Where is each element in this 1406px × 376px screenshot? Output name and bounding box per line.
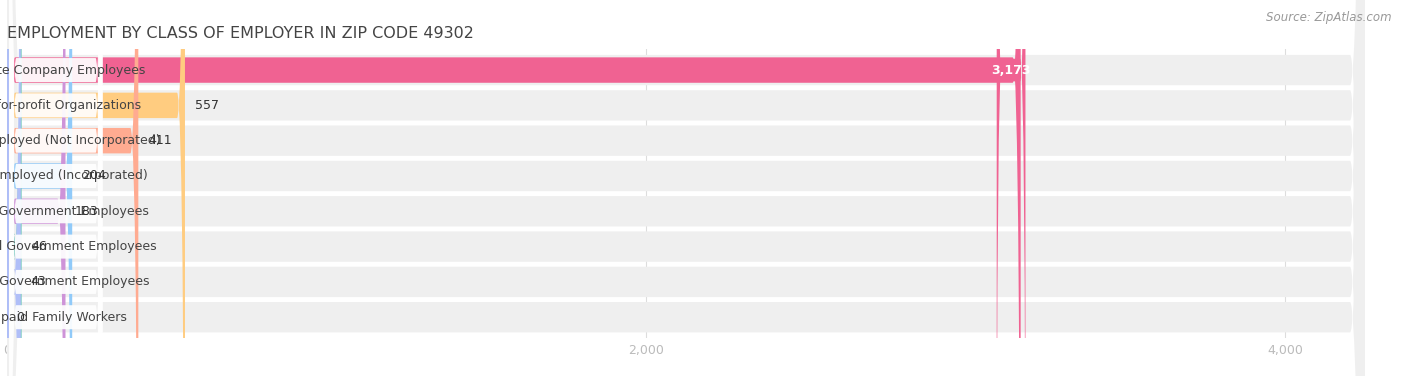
- Text: State Government Employees: State Government Employees: [0, 275, 149, 288]
- FancyBboxPatch shape: [7, 0, 1021, 376]
- Text: Unpaid Family Workers: Unpaid Family Workers: [0, 311, 128, 324]
- FancyBboxPatch shape: [10, 0, 103, 376]
- FancyBboxPatch shape: [7, 0, 1364, 376]
- FancyBboxPatch shape: [10, 0, 103, 376]
- Text: 43: 43: [31, 275, 46, 288]
- FancyBboxPatch shape: [997, 0, 1025, 376]
- FancyBboxPatch shape: [10, 0, 103, 376]
- Text: Source: ZipAtlas.com: Source: ZipAtlas.com: [1267, 11, 1392, 24]
- FancyBboxPatch shape: [7, 0, 72, 376]
- Text: 46: 46: [31, 240, 46, 253]
- Text: Self-Employed (Incorporated): Self-Employed (Incorporated): [0, 170, 148, 182]
- Text: 557: 557: [194, 99, 218, 112]
- FancyBboxPatch shape: [7, 0, 1364, 376]
- FancyBboxPatch shape: [7, 0, 138, 376]
- Text: 183: 183: [75, 205, 98, 218]
- Text: 3,173: 3,173: [991, 64, 1031, 77]
- FancyBboxPatch shape: [7, 0, 1364, 376]
- Text: EMPLOYMENT BY CLASS OF EMPLOYER IN ZIP CODE 49302: EMPLOYMENT BY CLASS OF EMPLOYER IN ZIP C…: [7, 26, 474, 41]
- Text: Local Government Employees: Local Government Employees: [0, 205, 149, 218]
- FancyBboxPatch shape: [10, 0, 103, 376]
- FancyBboxPatch shape: [7, 0, 186, 376]
- FancyBboxPatch shape: [7, 0, 1364, 376]
- FancyBboxPatch shape: [10, 0, 103, 376]
- FancyBboxPatch shape: [7, 0, 1364, 376]
- FancyBboxPatch shape: [7, 0, 21, 376]
- FancyBboxPatch shape: [7, 0, 1364, 376]
- Text: 204: 204: [82, 170, 105, 182]
- FancyBboxPatch shape: [10, 0, 103, 376]
- Text: Not-for-profit Organizations: Not-for-profit Organizations: [0, 99, 142, 112]
- FancyBboxPatch shape: [10, 0, 103, 376]
- FancyBboxPatch shape: [7, 0, 1364, 376]
- Text: 411: 411: [148, 134, 172, 147]
- Text: Private Company Employees: Private Company Employees: [0, 64, 146, 77]
- Text: 0: 0: [17, 311, 25, 324]
- FancyBboxPatch shape: [10, 0, 103, 376]
- FancyBboxPatch shape: [7, 0, 66, 376]
- Text: Federal Government Employees: Federal Government Employees: [0, 240, 156, 253]
- FancyBboxPatch shape: [7, 0, 1364, 376]
- Text: Self-Employed (Not Incorporated): Self-Employed (Not Incorporated): [0, 134, 160, 147]
- FancyBboxPatch shape: [7, 0, 21, 376]
